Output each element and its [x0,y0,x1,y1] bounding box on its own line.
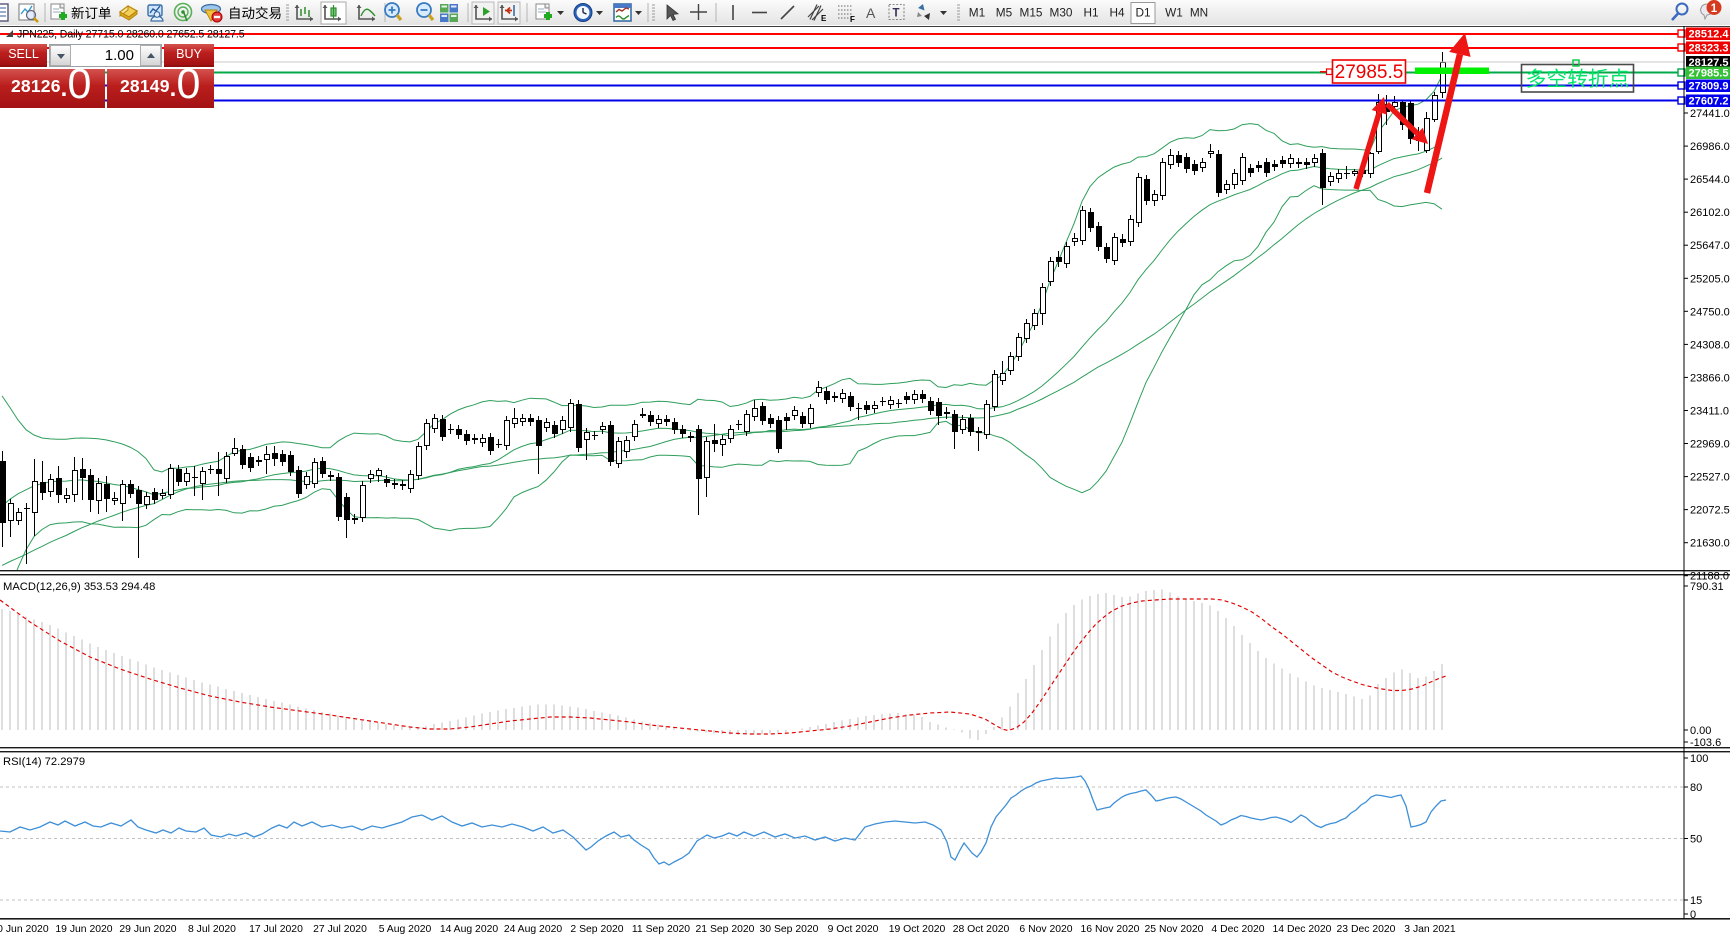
svg-text:50: 50 [1690,834,1702,846]
svg-text:16 Nov 2020: 16 Nov 2020 [1081,924,1140,935]
svg-text:M5: M5 [996,6,1013,20]
svg-text:RSI(14) 72.2979: RSI(14) 72.2979 [3,756,85,768]
svg-text:14 Dec 2020: 14 Dec 2020 [1273,924,1332,935]
svg-text:27 Jul 2020: 27 Jul 2020 [313,924,367,935]
svg-text:23411.0: 23411.0 [1690,406,1729,418]
svg-text:25 Nov 2020: 25 Nov 2020 [1145,924,1204,935]
svg-text:23 Dec 2020: 23 Dec 2020 [1337,924,1396,935]
svg-text:22072.5: 22072.5 [1690,505,1730,517]
svg-text:2 Sep 2020: 2 Sep 2020 [570,924,623,935]
svg-text:15: 15 [1690,895,1702,907]
svg-text:19 Jun 2020: 19 Jun 2020 [55,924,112,935]
svg-text:21188.0: 21188.0 [1690,571,1729,583]
svg-text:26986.0: 26986.0 [1690,141,1730,153]
svg-text:27441.0: 27441.0 [1690,108,1730,120]
svg-text:MN: MN [1190,6,1208,20]
svg-text:790.31: 790.31 [1690,581,1724,593]
svg-text:24750.0: 24750.0 [1690,306,1730,318]
svg-text:M15: M15 [1020,6,1043,20]
svg-text:10 Jun 2020: 10 Jun 2020 [0,924,49,935]
svg-text:24308.0: 24308.0 [1690,339,1730,351]
svg-text:100: 100 [1690,753,1708,765]
svg-text:29 Jun 2020: 29 Jun 2020 [119,924,176,935]
svg-text:0: 0 [1690,909,1696,921]
svg-text:JPN225, Daily 27715.0 28260.0: JPN225, Daily 27715.0 28260.0 27652.5 28… [17,29,245,41]
svg-text:4 Dec 2020: 4 Dec 2020 [1211,924,1264,935]
svg-text:23866.0: 23866.0 [1690,372,1730,384]
svg-text:H1: H1 [1083,6,1098,20]
svg-text:22969.0: 22969.0 [1690,439,1730,451]
svg-text:27985.5: 27985.5 [1335,62,1404,83]
svg-text:24 Aug 2020: 24 Aug 2020 [504,924,563,935]
svg-text:28512.4: 28512.4 [1689,29,1730,41]
svg-text:E: E [821,14,827,23]
svg-text:MACD(12,26,9) 353.53 294.48: MACD(12,26,9) 353.53 294.48 [3,581,155,593]
svg-text:W1: W1 [1165,6,1183,20]
svg-text:H4: H4 [1109,6,1125,20]
svg-text:-103.6: -103.6 [1690,737,1721,749]
svg-text:80: 80 [1690,782,1702,794]
svg-text:8 Jul 2020: 8 Jul 2020 [188,924,236,935]
svg-text:T: T [893,8,900,20]
svg-text:22527.0: 22527.0 [1690,472,1730,484]
svg-text:27985.5: 27985.5 [1689,68,1729,80]
svg-text:26544.0: 26544.0 [1690,174,1730,186]
svg-text:25205.0: 25205.0 [1690,273,1730,285]
svg-text:5 Aug 2020: 5 Aug 2020 [379,924,432,935]
svg-text:30 Sep 2020: 30 Sep 2020 [760,924,819,935]
svg-text:M1: M1 [969,6,985,20]
svg-text:14 Aug 2020: 14 Aug 2020 [440,924,499,935]
svg-text:11 Sep 2020: 11 Sep 2020 [632,924,690,935]
svg-text:21630.0: 21630.0 [1690,538,1730,550]
svg-text:25647.0: 25647.0 [1690,240,1730,252]
svg-text:A: A [866,5,876,21]
svg-text:27607.2: 27607.2 [1689,96,1729,108]
svg-text:9 Oct 2020: 9 Oct 2020 [828,924,879,935]
svg-text:19 Oct 2020: 19 Oct 2020 [889,924,946,935]
svg-text:17 Jul 2020: 17 Jul 2020 [249,924,303,935]
svg-text:21 Sep 2020: 21 Sep 2020 [696,924,755,935]
svg-text:28127.5: 28127.5 [1689,57,1729,69]
svg-text:6 Nov 2020: 6 Nov 2020 [1019,924,1072,935]
svg-text:1: 1 [1711,3,1718,15]
svg-text:0.00: 0.00 [1690,725,1711,737]
svg-text:28323.3: 28323.3 [1689,43,1729,55]
svg-text:D1: D1 [1135,6,1150,20]
svg-text:28 Oct 2020: 28 Oct 2020 [953,924,1010,935]
svg-text:26102.0: 26102.0 [1690,207,1730,219]
svg-text:M30: M30 [1050,6,1073,20]
svg-text:3 Jan 2021: 3 Jan 2021 [1404,924,1456,935]
svg-text:27809.9: 27809.9 [1689,81,1729,93]
svg-text:F: F [850,15,855,24]
